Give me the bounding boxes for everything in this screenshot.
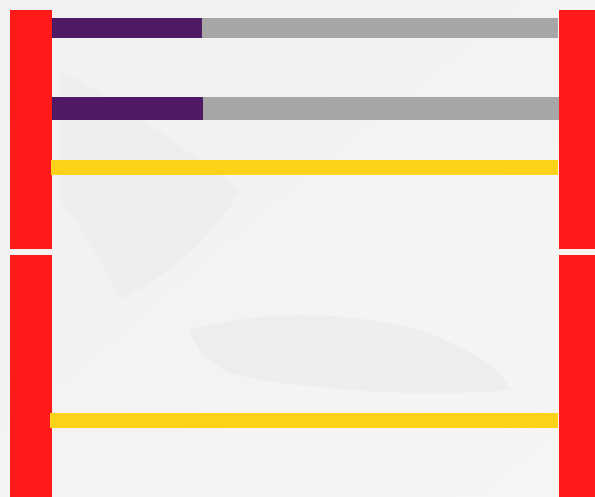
progress-track [203, 97, 559, 120]
progress-fill [52, 18, 202, 38]
side-panel [10, 255, 52, 497]
progress-track [202, 18, 558, 38]
screen [0, 0, 595, 497]
separator [50, 413, 558, 428]
side-panel [559, 10, 595, 249]
separator [51, 160, 558, 175]
side-panel [10, 10, 52, 249]
side-panel [559, 255, 595, 497]
progress-fill [52, 97, 203, 120]
